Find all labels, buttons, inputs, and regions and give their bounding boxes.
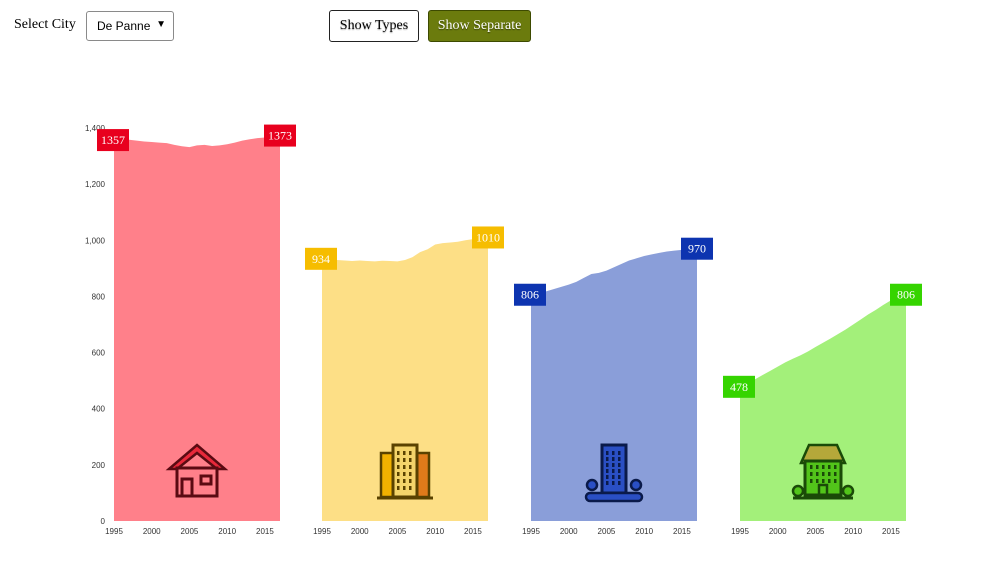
end-value-label: 970: [688, 242, 706, 256]
start-value-label-box: [723, 375, 755, 398]
x-tick-label: 2000: [351, 527, 369, 536]
x-tick-label: 2005: [807, 527, 825, 536]
x-tick-label: 2015: [882, 527, 900, 536]
city-select-value: De Panne: [97, 19, 151, 33]
x-tick-label: 2005: [389, 527, 407, 536]
x-tick-label: 2005: [181, 527, 199, 536]
villa-icon: [791, 443, 855, 500]
x-tick-label: 2010: [844, 527, 862, 536]
x-tick-label: 1995: [522, 527, 540, 536]
end-value-label-box: [264, 124, 296, 147]
x-tick-label: 1995: [313, 527, 331, 536]
chevron-down-icon: ▼: [156, 19, 166, 30]
series-area: [531, 248, 697, 521]
select-city-label: Select City: [14, 17, 76, 32]
start-value-label: 1357: [101, 133, 125, 147]
end-value-label: 1373: [268, 129, 292, 143]
x-tick-label: 1995: [105, 527, 123, 536]
end-value-label-box: [890, 283, 922, 306]
series-area: [322, 237, 488, 522]
series-area: [114, 135, 280, 521]
x-tick-label: 2010: [426, 527, 444, 536]
y-tick-label: 400: [92, 405, 106, 414]
apartment-icon: [377, 443, 433, 500]
end-value-label: 1010: [476, 230, 500, 244]
show-separate-button[interactable]: Show Separate: [428, 10, 531, 42]
x-tick-label: 2005: [598, 527, 616, 536]
house-icon: [165, 443, 229, 498]
city-select[interactable]: De Panne ▼: [86, 11, 174, 41]
y-tick-label: 800: [92, 292, 106, 301]
x-tick-label: 2010: [218, 527, 236, 536]
end-value-label-box: [472, 226, 504, 249]
x-tick-label: 1995: [731, 527, 749, 536]
start-value-label-box: [305, 247, 337, 270]
x-tick-label: 2010: [635, 527, 653, 536]
end-value-label-box: [681, 237, 713, 260]
y-tick-label: 1,200: [85, 180, 106, 189]
start-value-label: 806: [521, 288, 539, 302]
y-tick-label: 600: [92, 349, 106, 358]
x-tick-label: 2000: [560, 527, 578, 536]
y-tick-label: 200: [92, 461, 106, 470]
controls-bar: Select City De Panne ▼ Show Types Show S…: [0, 0, 987, 50]
start-value-label: 934: [312, 252, 330, 266]
show-types-button[interactable]: Show Types: [329, 10, 419, 42]
x-tick-label: 2015: [464, 527, 482, 536]
y-tick-label: 1,000: [85, 236, 106, 245]
building-icon: [584, 443, 644, 503]
start-value-label: 478: [730, 380, 748, 394]
series-area: [740, 294, 906, 521]
start-value-label-box: [514, 283, 546, 306]
x-tick-label: 2000: [143, 527, 161, 536]
end-value-label: 806: [897, 288, 915, 302]
x-tick-label: 2015: [256, 527, 274, 536]
y-tick-label: 0: [101, 517, 106, 526]
x-tick-label: 2015: [673, 527, 691, 536]
start-value-label-box: [97, 129, 129, 152]
y-tick-label: 1,400: [85, 124, 106, 133]
x-tick-label: 2000: [769, 527, 787, 536]
